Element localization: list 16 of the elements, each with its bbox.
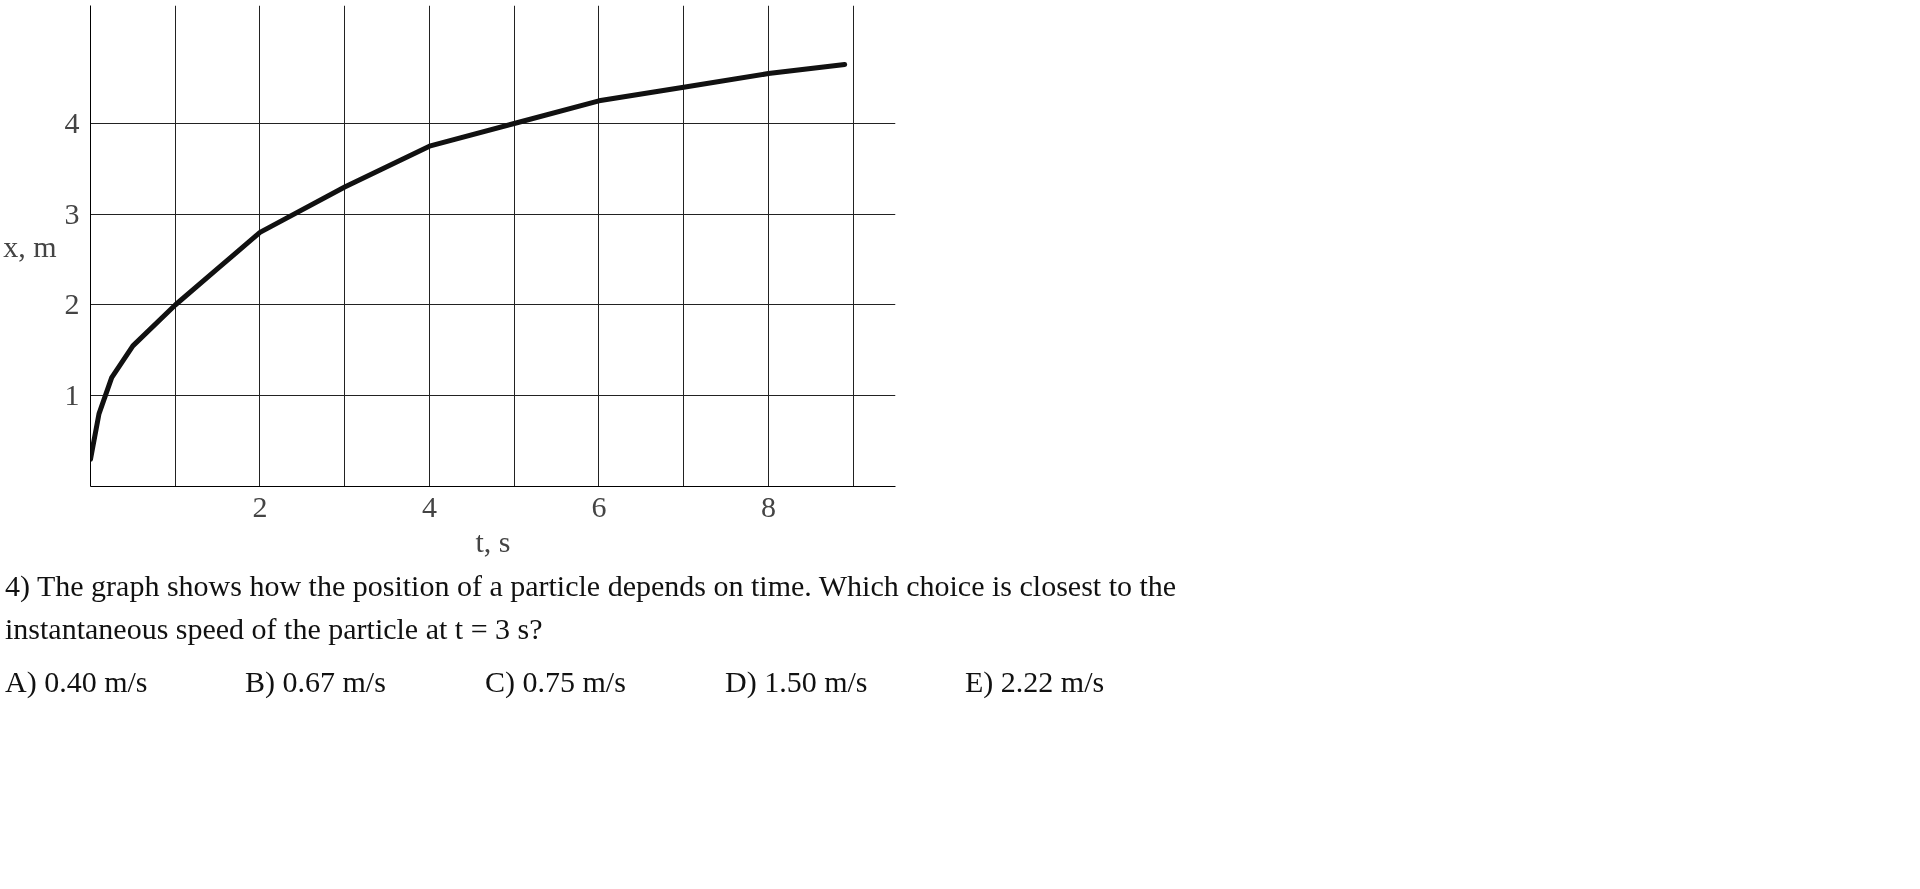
x-tick-label: 6 — [591, 489, 607, 523]
text: D) 1.50 m/s — [725, 663, 868, 700]
y-tick-label: 3 — [64, 196, 80, 230]
y-tick-label: 2 — [64, 287, 80, 321]
y-tick-label: 4 — [64, 105, 80, 139]
y-tick-label: 1 — [64, 378, 80, 412]
x-axis-title: t, s — [475, 524, 511, 558]
text: C) 0.75 m/s — [485, 663, 626, 700]
x-tick-label: 4 — [421, 489, 437, 523]
y-axis-title: x, m — [3, 229, 57, 263]
x-tick-label: 8 — [760, 489, 776, 523]
text: E) 2.22 m/s — [965, 663, 1105, 700]
text: 4) The graph shows how the position of a particle depends on time. Which choice is closest to the instantaneous speed of the particle at t = 3 s? — [5, 568, 1178, 647]
x-tick-label: 2 — [252, 489, 268, 523]
text: A) 0.40 m/s — [5, 663, 148, 700]
text: B) 0.67 m/s — [245, 663, 386, 700]
